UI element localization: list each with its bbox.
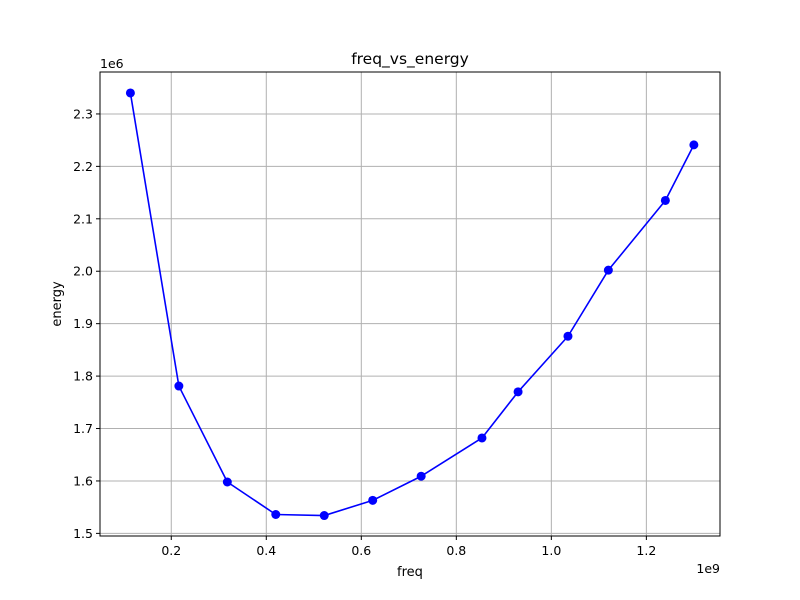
data-point bbox=[660, 195, 670, 205]
y-offset-label: 1e6 bbox=[100, 56, 124, 71]
data-point bbox=[689, 140, 699, 150]
data-point bbox=[368, 495, 378, 505]
y-tick-label: 2.3 bbox=[73, 106, 93, 121]
x-axis-label: freq bbox=[397, 565, 423, 580]
y-axis-ticks: 1.5 1.6 1.7 1.8 1.9 2.0 2.1 2.2 2.3 bbox=[73, 106, 100, 541]
y-tick-label: 2.0 bbox=[73, 264, 93, 279]
y-tick-label: 1.7 bbox=[73, 421, 93, 436]
y-axis-label: energy bbox=[50, 281, 65, 327]
y-tick-label: 1.5 bbox=[73, 526, 93, 541]
y-tick-label: 1.6 bbox=[73, 473, 93, 488]
x-tick-label: 0.4 bbox=[256, 543, 276, 558]
y-tick-label: 1.9 bbox=[73, 316, 93, 331]
data-point bbox=[513, 387, 523, 397]
grid-lines bbox=[100, 72, 720, 536]
data-point bbox=[477, 433, 487, 443]
y-tick-label: 1.8 bbox=[73, 369, 93, 384]
data-point bbox=[319, 511, 329, 521]
data-point bbox=[603, 265, 613, 275]
y-tick-label: 2.1 bbox=[73, 211, 93, 226]
data-point bbox=[271, 510, 281, 520]
x-tick-label: 0.6 bbox=[351, 543, 371, 558]
data-point bbox=[563, 331, 573, 341]
chart-title: freq_vs_energy bbox=[351, 50, 469, 69]
plot-frame bbox=[99, 71, 721, 537]
data-point bbox=[125, 88, 135, 98]
plot-area bbox=[100, 72, 720, 536]
x-tick-label: 0.2 bbox=[161, 543, 181, 558]
x-tick-label: 1.0 bbox=[541, 543, 561, 558]
x-tick-label: 0.8 bbox=[446, 543, 466, 558]
data-point bbox=[222, 477, 232, 487]
y-tick-label: 2.2 bbox=[73, 159, 93, 174]
data-point bbox=[416, 471, 426, 481]
data-point bbox=[174, 381, 184, 391]
x-tick-label: 1.2 bbox=[636, 543, 656, 558]
x-axis-ticks: 0.2 0.4 0.6 0.8 1.0 1.2 bbox=[161, 536, 656, 558]
series-layer bbox=[125, 88, 699, 521]
x-offset-label: 1e9 bbox=[696, 561, 720, 576]
